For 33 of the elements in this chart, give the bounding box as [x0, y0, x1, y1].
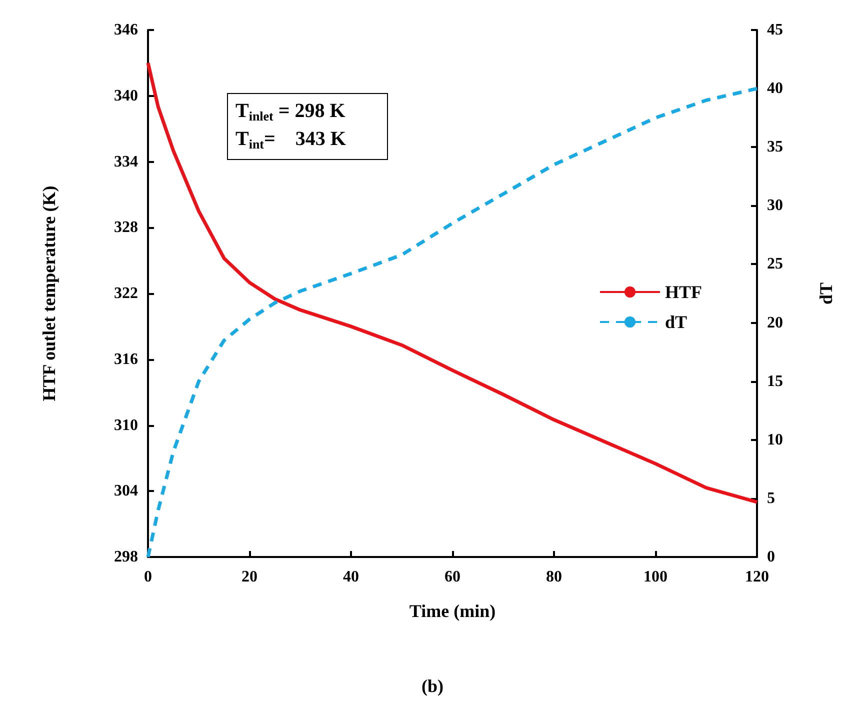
y-tick-label: 334: [114, 153, 138, 170]
y2-tick-label: 0: [767, 548, 775, 566]
legend-label: HTF: [665, 282, 702, 302]
y-tick-label: 310: [114, 416, 138, 434]
x-tick-label: 0: [144, 568, 152, 586]
y2-axis-title: dT: [816, 282, 836, 305]
line-series: [146, 61, 759, 504]
y2-tick-label: 15: [767, 372, 783, 390]
x-tick-label: 40: [343, 568, 359, 586]
y2-tick-label: 10: [767, 431, 783, 448]
x-tick-label: 60: [444, 568, 460, 586]
y-axis-title: HTF outlet temperature (K): [39, 186, 59, 402]
x-tick-label: 80: [546, 568, 562, 586]
x-axis-title: Time (min): [409, 601, 496, 621]
y-tick-label: 322: [114, 285, 138, 302]
y-tick-label: 328: [114, 219, 138, 236]
y-tick-label: 298: [114, 548, 138, 566]
y2-tick-label: 35: [767, 138, 783, 156]
y2-tick-label: 40: [767, 80, 783, 98]
y-tick-label: 316: [114, 350, 138, 368]
legend-label: dT: [665, 312, 688, 332]
y2-tick-label: 30: [767, 197, 783, 214]
x-tick-label: 120: [745, 568, 769, 586]
x-tick-label: 100: [644, 568, 668, 586]
y2-tick-label: 45: [767, 22, 783, 38]
x-tick-label: 20: [242, 568, 258, 586]
y2-tick-label: 20: [767, 314, 783, 332]
y-tick-label: 340: [114, 87, 138, 104]
y2-tick-label: 5: [767, 490, 775, 507]
y2-tick-label: 25: [767, 256, 783, 273]
text: (b): [422, 676, 444, 696]
y-tick-label: 304: [114, 482, 138, 500]
y-tick-label: 346: [114, 22, 138, 38]
